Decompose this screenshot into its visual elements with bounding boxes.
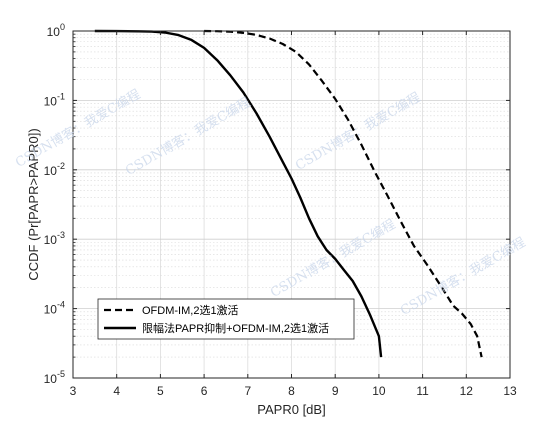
legend-label-2: 限幅法PAPR抑制+OFDM-IM,2选1激活 xyxy=(142,321,329,335)
x-tick-label: 4 xyxy=(113,384,120,398)
x-tick-label: 11 xyxy=(416,384,429,398)
series-layer xyxy=(94,29,483,358)
tick-labels: 3 4 5 6 7 8 9 10 11 12 13 100 10-1 10-2 10-3 10-4 10-5 xyxy=(44,22,517,398)
legend-box xyxy=(97,298,355,340)
x-tick-label: 6 xyxy=(201,384,208,398)
y-axis-label: CCDF (Pr[PAPR>PAPR0]) xyxy=(26,128,41,280)
x-tick-label: 3 xyxy=(70,384,77,398)
series-line-2 xyxy=(94,29,383,358)
x-tick-label: 7 xyxy=(244,384,251,398)
y-tick-label: 100 xyxy=(47,22,65,39)
series-line-1 xyxy=(204,29,483,358)
x-tick-label: 5 xyxy=(157,384,164,398)
y-tick-label: 10-2 xyxy=(44,161,65,178)
x-tick-label: 10 xyxy=(372,384,386,398)
y-tick-label: 10-1 xyxy=(44,91,65,108)
x-axis-label: PAPR0 [dB] xyxy=(257,402,325,417)
y-tick-label: 10-4 xyxy=(44,300,65,317)
legend-label-1: OFDM-IM,2选1激活 xyxy=(142,303,239,317)
y-tick-label: 10-5 xyxy=(44,369,65,386)
y-tick-label: 10-3 xyxy=(44,230,65,247)
x-tick-label: 12 xyxy=(460,384,474,398)
x-tick-label: 13 xyxy=(503,384,517,398)
x-tick-label: 9 xyxy=(332,384,339,398)
x-tick-label: 8 xyxy=(288,384,295,398)
axis-ticks xyxy=(72,30,511,379)
